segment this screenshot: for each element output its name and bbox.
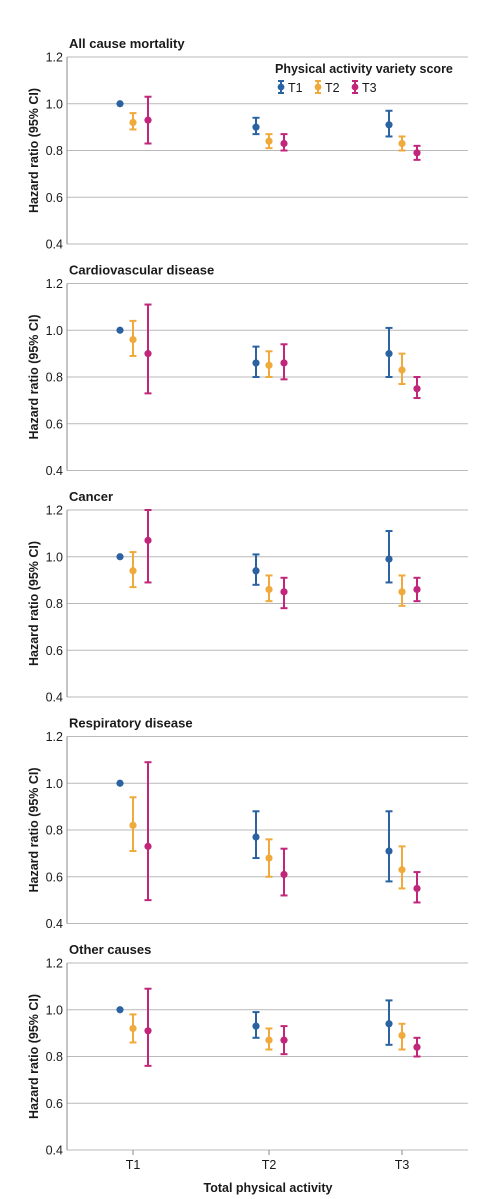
y-tick-label: 1.2 xyxy=(46,51,63,65)
y-tick-label: 0.8 xyxy=(46,1050,63,1064)
data-point xyxy=(252,833,260,841)
data-point xyxy=(144,842,152,850)
data-point xyxy=(129,567,137,575)
data-point xyxy=(280,870,288,879)
data-point xyxy=(129,336,137,344)
y-tick-label: 0.6 xyxy=(46,1097,63,1111)
y-tick-label: 1.2 xyxy=(46,957,63,971)
y-tick-label: 0.8 xyxy=(46,824,63,838)
y-tick-label: 0.8 xyxy=(46,144,63,158)
data-point xyxy=(398,1031,406,1040)
data-point xyxy=(398,588,406,596)
data-point xyxy=(116,553,124,561)
data-point xyxy=(413,385,421,393)
y-tick-label: 1.2 xyxy=(46,730,63,744)
data-point xyxy=(385,555,393,563)
data-point xyxy=(413,585,421,594)
data-point xyxy=(144,350,152,358)
data-point xyxy=(413,884,421,893)
legend-swatch-point xyxy=(314,83,322,91)
data-point xyxy=(252,567,260,575)
data-point xyxy=(265,585,273,594)
data-point xyxy=(280,588,288,596)
y-tick-label: 1.2 xyxy=(46,277,63,291)
y-tick-label: 0.4 xyxy=(46,238,63,252)
data-point xyxy=(116,779,124,787)
y-tick-label: 0.6 xyxy=(46,191,63,205)
y-tick-label: 1.0 xyxy=(46,777,63,791)
legend-swatch-point xyxy=(351,83,359,91)
y-tick-label: 0.8 xyxy=(46,597,63,611)
panel-title: All cause mortality xyxy=(69,36,185,51)
panel-title: Cardiovascular disease xyxy=(69,263,214,278)
data-point xyxy=(280,359,288,367)
data-point xyxy=(265,854,273,862)
panel-title: Other causes xyxy=(69,942,151,957)
panel-title: Respiratory disease xyxy=(69,716,193,731)
data-point xyxy=(116,1006,124,1014)
data-point xyxy=(252,1022,260,1030)
y-tick-label: 1.0 xyxy=(46,324,63,338)
legend-title: Physical activity variety score xyxy=(275,62,453,76)
data-point xyxy=(280,1036,288,1044)
y-axis-label: Hazard ratio (95% CI) xyxy=(27,88,41,213)
data-point xyxy=(413,1043,421,1051)
y-axis-label: Hazard ratio (95% CI) xyxy=(27,767,41,892)
panel-title: Cancer xyxy=(69,489,113,504)
x-axis-label: Total physical activity xyxy=(204,1181,333,1195)
data-point xyxy=(385,847,393,855)
data-point xyxy=(385,350,393,358)
y-axis-label: Hazard ratio (95% CI) xyxy=(27,994,41,1119)
y-tick-label: 0.6 xyxy=(46,870,63,884)
data-point xyxy=(129,821,137,829)
data-point xyxy=(252,123,260,131)
legend-entry: T2 xyxy=(325,81,340,95)
data-point xyxy=(116,326,124,334)
y-tick-label: 0.4 xyxy=(46,691,63,705)
data-point xyxy=(398,139,406,148)
data-point xyxy=(144,536,152,544)
y-tick-label: 0.4 xyxy=(46,917,63,931)
x-tick-label: T1 xyxy=(126,1158,141,1172)
data-point xyxy=(265,137,273,145)
x-tick-label: T2 xyxy=(262,1158,277,1172)
y-tick-label: 0.8 xyxy=(46,371,63,385)
data-point xyxy=(385,121,393,129)
data-point xyxy=(252,359,260,367)
data-point xyxy=(116,100,124,108)
legend-entry: T1 xyxy=(288,81,303,95)
data-point xyxy=(398,866,406,874)
data-point xyxy=(385,1020,393,1028)
data-point xyxy=(144,1027,152,1035)
data-point xyxy=(280,139,288,148)
legend-entry: T3 xyxy=(362,81,377,95)
data-point xyxy=(129,1024,137,1033)
y-tick-label: 0.4 xyxy=(46,1144,63,1158)
data-point xyxy=(129,118,137,127)
y-tick-label: 0.4 xyxy=(46,464,63,478)
y-axis-label: Hazard ratio (95% CI) xyxy=(27,314,41,439)
data-point xyxy=(413,149,421,157)
y-tick-label: 0.6 xyxy=(46,417,63,431)
data-point xyxy=(265,361,273,369)
data-point xyxy=(398,366,406,374)
y-tick-label: 1.0 xyxy=(46,1003,63,1017)
data-point xyxy=(144,116,152,124)
y-tick-label: 0.6 xyxy=(46,644,63,658)
data-point xyxy=(265,1036,273,1044)
y-axis-label: Hazard ratio (95% CI) xyxy=(27,541,41,666)
legend-swatch-point xyxy=(277,83,285,91)
y-tick-label: 1.0 xyxy=(46,550,63,564)
x-tick-label: T3 xyxy=(395,1158,410,1172)
y-tick-label: 1.2 xyxy=(46,504,63,518)
y-tick-label: 1.0 xyxy=(46,97,63,111)
